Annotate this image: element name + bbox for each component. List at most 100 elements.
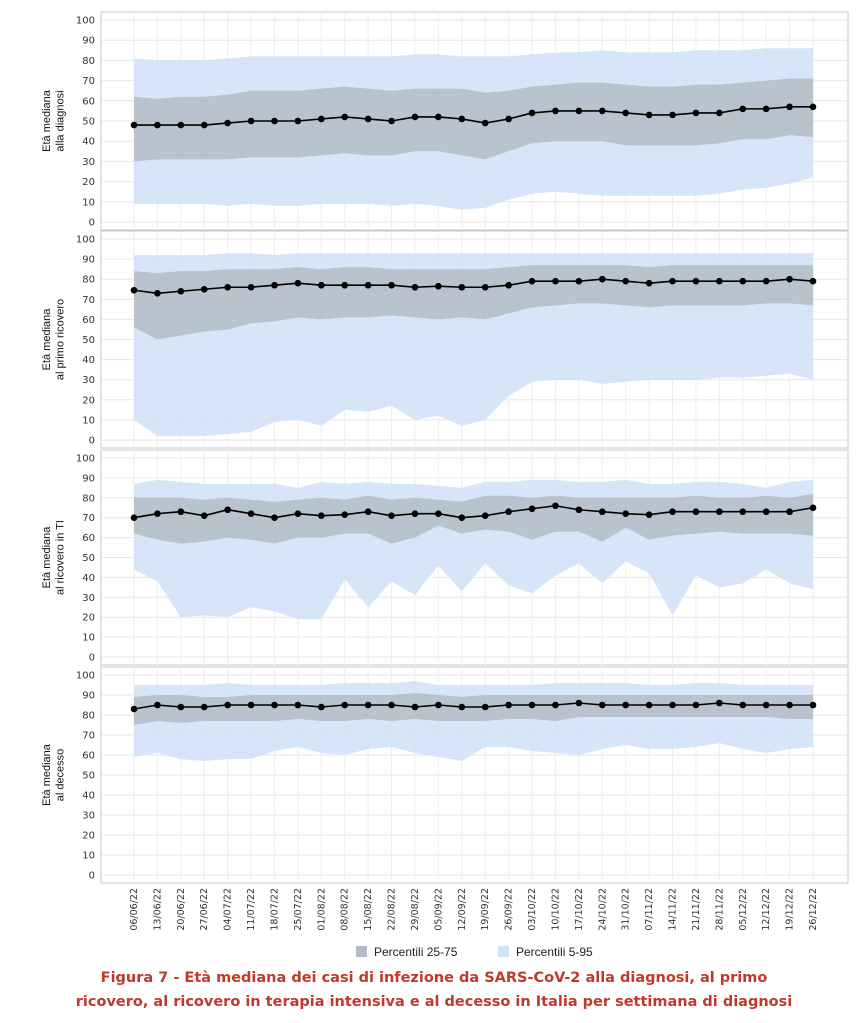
- y-tick-label: 0: [89, 653, 95, 664]
- median-point: [552, 502, 559, 510]
- x-tick-label: 20/06/22: [176, 888, 187, 931]
- y-tick-label: 20: [82, 613, 95, 624]
- panel-ylabel-line1: Età mediana: [41, 526, 53, 589]
- median-point: [505, 508, 512, 516]
- median-point: [505, 115, 512, 123]
- median-point: [622, 277, 629, 285]
- y-tick-label: 70: [82, 513, 95, 524]
- median-point: [622, 701, 629, 709]
- median-point: [294, 510, 302, 518]
- y-tick-label: 0: [89, 871, 95, 882]
- x-tick-label: 18/07/22: [269, 888, 280, 931]
- median-point: [435, 282, 442, 290]
- y-tick-label: 60: [82, 533, 95, 544]
- figure-caption: Figura 7 - Età mediana dei casi di infez…: [0, 966, 868, 1014]
- panel-1: 0 10 20 30 40 50 60 70 80 90 100 Età mediana alla di…: [41, 11, 849, 231]
- median-point: [739, 105, 747, 113]
- legend-swatch-iqr: [356, 946, 367, 957]
- median-point: [458, 703, 466, 711]
- median-point: [528, 701, 536, 709]
- median-point: [575, 506, 583, 514]
- x-tick-label: 11/07/22: [246, 888, 257, 931]
- median-point: [762, 701, 770, 709]
- y-tick-label: 30: [82, 811, 95, 822]
- x-tick-label: 12/12/22: [761, 888, 772, 931]
- y-tick-label: 100: [76, 235, 95, 246]
- median-point: [598, 508, 606, 516]
- median-point: [271, 281, 278, 289]
- x-tick-label: 19/09/22: [480, 888, 491, 931]
- median-point: [809, 103, 817, 111]
- y-tick-label: 100: [76, 454, 95, 465]
- median-point: [388, 117, 395, 125]
- panel-ylabel-line1: Età mediana: [41, 308, 53, 371]
- median-point: [411, 510, 419, 518]
- median-point: [669, 111, 676, 119]
- median-point: [598, 107, 606, 115]
- x-tick-label: 21/11/22: [691, 888, 702, 931]
- x-tick-label: 26/12/22: [808, 888, 819, 931]
- x-axis-labels: 06/06/22 13/06/22 20/06/22 27/06/22 04/07/22…: [129, 888, 819, 931]
- median-point: [224, 701, 231, 709]
- y-tick-label: 80: [82, 493, 95, 504]
- median-point: [552, 701, 559, 709]
- median-point: [200, 512, 208, 520]
- median-point: [528, 505, 536, 513]
- median-point: [598, 701, 606, 709]
- median-point: [364, 701, 372, 709]
- x-tick-label: 25/07/22: [293, 888, 304, 931]
- median-line: [133, 702, 813, 710]
- median-point: [247, 701, 255, 709]
- median-point: [716, 508, 723, 516]
- x-tick-label: 01/08/22: [316, 888, 327, 931]
- median-point: [177, 508, 185, 516]
- median-point: [716, 277, 723, 285]
- legend-label-iqr: Percentili 25-75: [374, 945, 458, 959]
- median-point: [739, 277, 747, 285]
- y-tick-label: 100: [76, 671, 95, 682]
- y-tick-label: 0: [89, 436, 95, 447]
- y-tick-label: 50: [82, 335, 95, 346]
- y-tick-label: 0: [89, 218, 95, 229]
- median-point: [762, 277, 770, 285]
- median-point: [294, 701, 302, 709]
- median-point: [271, 117, 278, 125]
- y-tick-label: 30: [82, 157, 95, 168]
- x-tick-label: 15/08/22: [363, 888, 374, 931]
- median-point: [739, 701, 747, 709]
- x-tick-label: 13/06/22: [152, 888, 163, 931]
- y-tick-label: 90: [82, 473, 95, 484]
- y-tick-label: 80: [82, 275, 95, 286]
- y-tick-label: 30: [82, 593, 95, 604]
- median-point: [388, 281, 395, 289]
- median-point: [552, 277, 559, 285]
- x-tick-label: 29/08/22: [410, 888, 421, 931]
- x-tick-label: 19/12/22: [785, 888, 796, 931]
- caption-line-2: ricovero, al ricovero in terapia intensi…: [75, 994, 793, 1010]
- panel-ylabel-line2: al ricovero in TI: [55, 520, 67, 595]
- band-p25-p75: [134, 78, 813, 162]
- legend-swatch-p5-95: [498, 946, 509, 957]
- median-point: [224, 506, 231, 514]
- median-point: [247, 510, 255, 518]
- median-point: [669, 277, 676, 285]
- median-point: [177, 287, 185, 295]
- median-point: [575, 277, 583, 285]
- panel-4: 0 10 20 30 40 50 60 70 80 90 100 Età mediana al dece…: [41, 666, 849, 884]
- x-tick-label: 03/10/22: [527, 888, 538, 931]
- y-tick-label: 40: [82, 355, 95, 366]
- y-tick-label: 10: [82, 197, 95, 208]
- median-point: [786, 508, 793, 516]
- median-point: [364, 115, 372, 123]
- y-tick-label: 90: [82, 255, 95, 266]
- y-tick-label: 70: [82, 731, 95, 742]
- y-tick-label: 10: [82, 633, 95, 644]
- median-point: [528, 109, 536, 117]
- median-point: [481, 512, 489, 520]
- x-tick-label: 27/06/22: [199, 888, 210, 931]
- median-point: [458, 283, 466, 291]
- y-tick-label: 60: [82, 315, 95, 326]
- median-point: [271, 514, 278, 521]
- x-tick-label: 24/10/22: [597, 888, 608, 931]
- y-tick-label: 70: [82, 295, 95, 306]
